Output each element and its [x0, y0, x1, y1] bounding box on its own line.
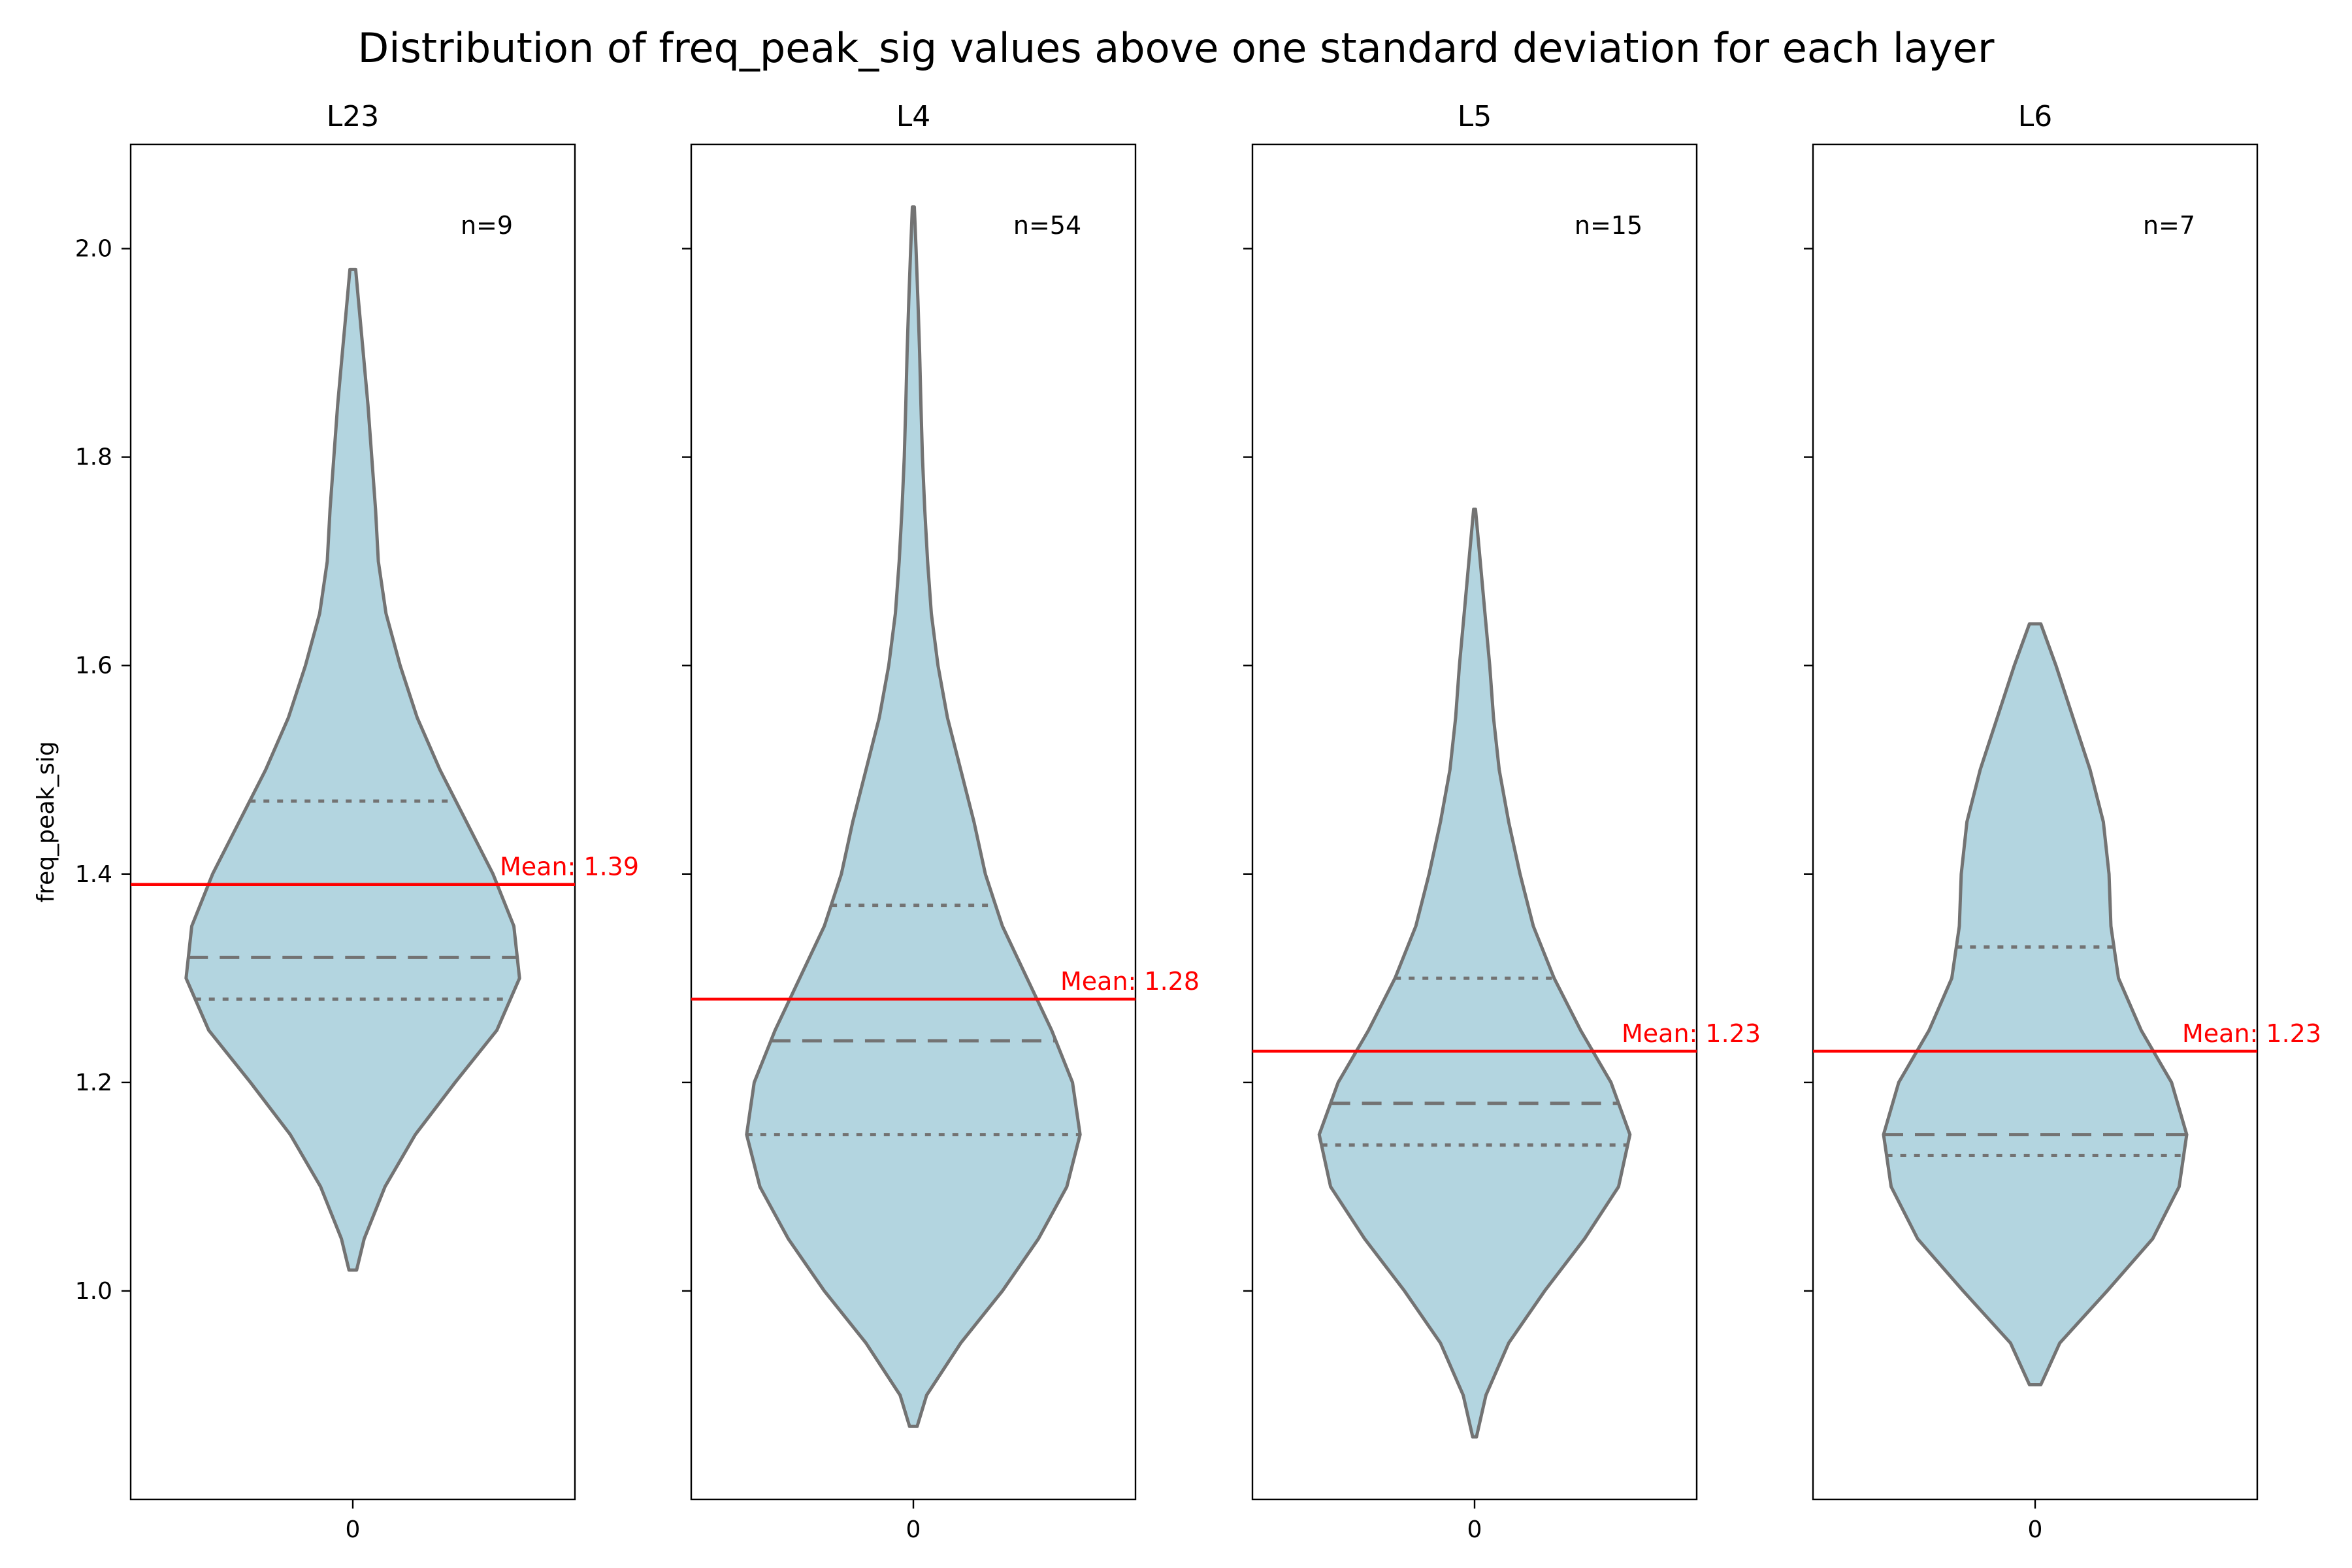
- y-tick-label: 1.0: [75, 1278, 112, 1305]
- panel-l23: L23 1.0 1.2 1.4 1.6 1.8 2.0 0 Mean: 1.39 n=9: [75, 100, 639, 1543]
- y-tick-label: 1.6: [75, 653, 112, 679]
- panel-l6: L6 0 Mean: 1.23 n=7: [1804, 100, 2321, 1543]
- chart-title: Distribution of freq_peak_sig values abo…: [358, 24, 1995, 72]
- panel-title: L4: [896, 100, 931, 133]
- n-label: n=9: [461, 211, 513, 240]
- x-tick-label: 0: [346, 1516, 361, 1543]
- y-axis-label: freq_peak_sig: [33, 741, 59, 902]
- mean-label: Mean: 1.23: [2182, 1019, 2321, 1048]
- panels: L23 1.0 1.2 1.4 1.6 1.8 2.0 0 Mean: 1.39 n=9 L4 0 Me…: [75, 100, 2321, 1543]
- violin-body: [184, 267, 521, 1272]
- violin-body: [1317, 507, 1632, 1439]
- mean-label: Mean: 1.28: [1060, 967, 1200, 996]
- y-tick-label: 1.2: [75, 1070, 112, 1096]
- n-label: n=7: [2143, 211, 2195, 240]
- panel-l4: L4 0 Mean: 1.28 n=54: [682, 100, 1200, 1543]
- y-tick-label: 1.4: [75, 861, 112, 888]
- n-label: n=15: [1575, 211, 1642, 240]
- mean-label: Mean: 1.39: [500, 853, 639, 881]
- x-tick-label: 0: [1467, 1516, 1482, 1543]
- panel-l5: L5 0 Mean: 1.23 n=15: [1243, 100, 1761, 1543]
- panel-title: L6: [2018, 100, 2053, 133]
- panel-title: L5: [1458, 100, 1492, 133]
- violin-body: [745, 205, 1082, 1428]
- violin-body: [1882, 622, 2189, 1386]
- mean-label: Mean: 1.23: [1622, 1019, 1761, 1048]
- x-tick-label: 0: [2028, 1516, 2043, 1543]
- n-label: n=54: [1013, 211, 1081, 240]
- x-tick-label: 0: [906, 1516, 921, 1543]
- panel-title: L23: [327, 100, 380, 133]
- y-tick-label: 1.8: [75, 444, 112, 471]
- y-tick-label: 2.0: [75, 236, 112, 263]
